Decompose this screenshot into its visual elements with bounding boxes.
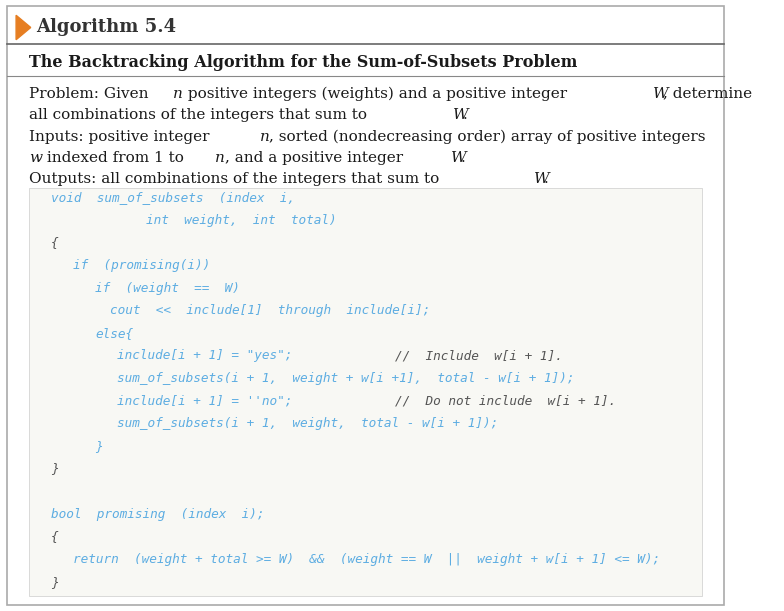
Text: void  sum_of_subsets  (index  i,: void sum_of_subsets (index i, <box>51 191 296 204</box>
Text: //  Include  w[i + 1].: // Include w[i + 1]. <box>395 349 563 362</box>
Text: , determine: , determine <box>662 87 752 101</box>
Text: .: . <box>461 151 466 165</box>
Text: if  (promising(i)): if (promising(i)) <box>73 259 210 272</box>
Text: W: W <box>534 172 550 186</box>
Text: w: w <box>29 151 42 165</box>
Text: n: n <box>215 151 225 165</box>
Text: }: } <box>95 440 103 453</box>
Text: The Backtracking Algorithm for the Sum-of-Subsets Problem: The Backtracking Algorithm for the Sum-o… <box>29 54 578 71</box>
Text: W: W <box>453 108 468 122</box>
Text: return  (weight + total >= W)  &&  (weight == W  ||  weight + w[i + 1] <= W);: return (weight + total >= W) && (weight … <box>73 553 660 566</box>
Text: indexed from 1 to: indexed from 1 to <box>42 151 189 165</box>
Text: //  Do not include  w[i + 1].: // Do not include w[i + 1]. <box>395 395 616 408</box>
Text: {: { <box>51 236 59 249</box>
Text: }: } <box>51 463 59 475</box>
FancyBboxPatch shape <box>7 6 724 605</box>
Text: }: } <box>51 576 59 588</box>
Text: , sorted (nondecreasing order) array of positive integers: , sorted (nondecreasing order) array of … <box>269 130 706 144</box>
Text: int  weight,  int  total): int weight, int total) <box>147 214 337 227</box>
Polygon shape <box>16 15 31 40</box>
Text: .: . <box>543 172 548 186</box>
Text: .: . <box>463 108 468 122</box>
Text: W: W <box>451 151 466 165</box>
Text: Inputs: positive integer: Inputs: positive integer <box>29 130 215 144</box>
Text: include[i + 1] = ''no";: include[i + 1] = ''no"; <box>117 395 292 408</box>
Text: n: n <box>260 130 270 144</box>
Text: Problem: Given: Problem: Given <box>29 87 154 101</box>
Text: all combinations of the integers that sum to: all combinations of the integers that su… <box>29 108 372 122</box>
Text: {: { <box>51 530 59 543</box>
Text: if  (weight  ==  W): if (weight == W) <box>95 282 240 295</box>
Text: bool  promising  (index  i);: bool promising (index i); <box>51 508 265 521</box>
Text: else{: else{ <box>95 327 133 340</box>
Text: sum_of_subsets(i + 1,  weight,  total - w[i + 1]);: sum_of_subsets(i + 1, weight, total - w[… <box>117 417 499 430</box>
Text: include[i + 1] = "yes";: include[i + 1] = "yes"; <box>117 349 292 362</box>
FancyBboxPatch shape <box>29 188 702 596</box>
Text: W: W <box>652 87 668 101</box>
Text: Outputs: all combinations of the integers that sum to: Outputs: all combinations of the integer… <box>29 172 445 186</box>
Text: sum_of_subsets(i + 1,  weight + w[i +1],  total - w[i + 1]);: sum_of_subsets(i + 1, weight + w[i +1], … <box>117 372 575 385</box>
Text: Algorithm 5.4: Algorithm 5.4 <box>37 18 176 37</box>
Text: cout  <<  include[1]  through  include[i];: cout << include[1] through include[i]; <box>110 304 430 317</box>
Text: n: n <box>173 87 183 101</box>
Text: , and a positive integer: , and a positive integer <box>224 151 408 165</box>
Text: positive integers (weights) and a positive integer: positive integers (weights) and a positi… <box>183 87 572 101</box>
